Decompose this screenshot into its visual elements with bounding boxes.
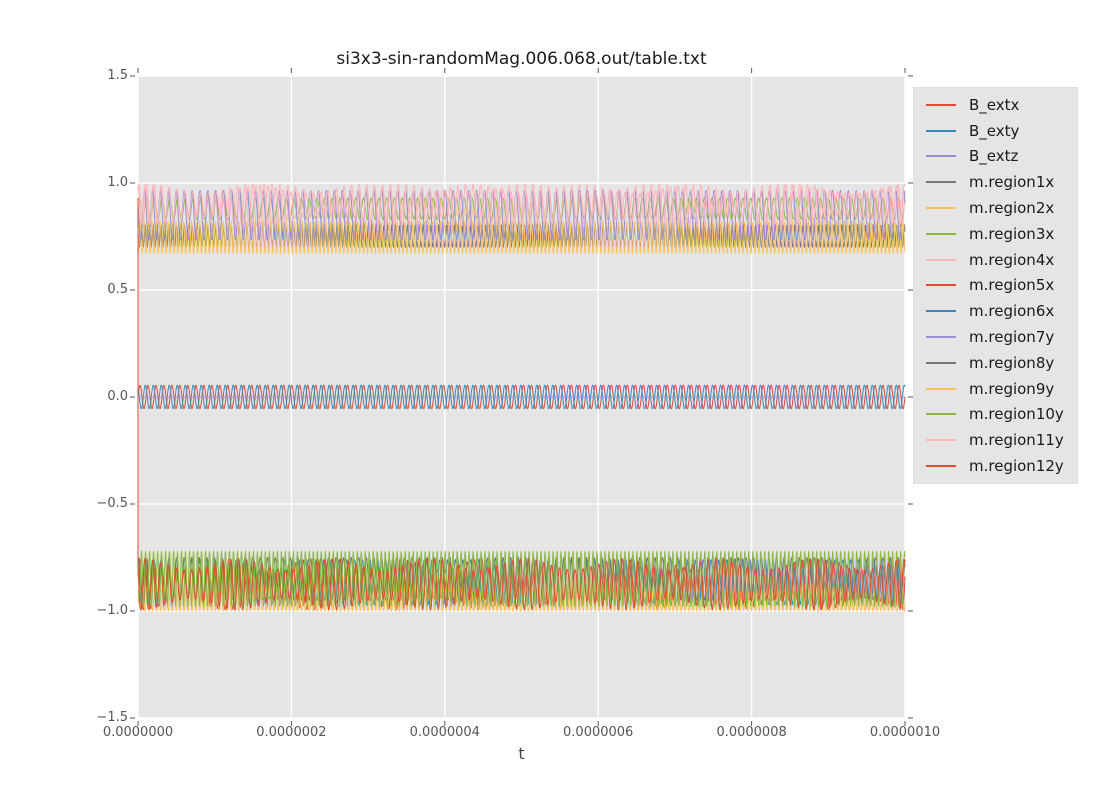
legend-item-b-extz: B_extz — [926, 147, 1077, 165]
series-line-m-region2x — [137, 221, 906, 255]
legend: B_extx B_exty B_extz m.region1x m.region2x m.… — [913, 87, 1078, 484]
legend-label: m.region7y — [969, 328, 1055, 347]
legend-label: m.region12y — [969, 457, 1064, 476]
legend-item-m-region10y: m.region10y — [926, 405, 1077, 423]
legend-line-swatch — [926, 310, 956, 313]
legend-label: m.region9y — [969, 379, 1055, 398]
legend-label: m.region1x — [969, 173, 1055, 192]
legend-line-swatch — [926, 129, 956, 132]
legend-item-m-region6x: m.region6x — [926, 302, 1077, 320]
legend-label: B_extx — [969, 95, 1020, 114]
legend-item-m-region7y: m.region7y — [926, 328, 1077, 346]
legend-item-m-region5x: m.region5x — [926, 276, 1077, 294]
legend-line-swatch — [926, 103, 956, 106]
legend-item-m-region1x: m.region1x — [926, 173, 1077, 191]
y-tick-label: 1.0 — [107, 175, 128, 190]
legend-line-swatch — [926, 413, 956, 416]
legend-item-m-region2x: m.region2x — [926, 199, 1077, 217]
y-tick-label: 0.5 — [107, 282, 128, 297]
legend-item-m-region9y: m.region9y — [926, 380, 1077, 398]
legend-label: m.region10y — [969, 405, 1064, 424]
x-axis-label: t — [518, 744, 525, 763]
x-tick-label: 0.0000010 — [869, 725, 941, 740]
legend-item-b-extx: B_extx — [926, 96, 1077, 114]
legend-item-m-region8y: m.region8y — [926, 354, 1077, 372]
legend-line-swatch — [926, 232, 956, 235]
legend-line-swatch — [926, 258, 956, 261]
legend-line-swatch — [926, 465, 956, 468]
legend-item-m-region3x: m.region3x — [926, 225, 1077, 243]
legend-label: m.region5x — [969, 276, 1055, 295]
legend-label: B_extz — [969, 147, 1019, 166]
legend-item-m-region12y: m.region12y — [926, 457, 1077, 475]
x-tick-label: 0.0000008 — [716, 725, 787, 740]
series-line-m-region9y — [137, 584, 906, 612]
legend-label: m.region11y — [969, 431, 1064, 450]
x-tick-label: 0.0000000 — [102, 725, 174, 740]
y-tick-label: −1.0 — [96, 603, 128, 618]
legend-line-swatch — [926, 155, 956, 158]
y-tick-label: −1.5 — [96, 710, 128, 725]
chart-title: si3x3-sin-randomMag.006.068.out/table.tx… — [336, 49, 707, 69]
legend-line-swatch — [926, 336, 956, 339]
legend-label: m.region4x — [969, 250, 1055, 269]
legend-line-swatch — [926, 284, 956, 287]
legend-label: m.region8y — [969, 353, 1055, 372]
legend-line-swatch — [926, 361, 956, 364]
legend-item-b-exty: B_exty — [926, 122, 1077, 140]
x-tick-label: 0.0000006 — [563, 725, 634, 740]
y-tick-label: 1.5 — [107, 68, 128, 83]
legend-label: B_exty — [969, 121, 1020, 140]
legend-item-m-region11y: m.region11y — [926, 431, 1077, 449]
legend-line-swatch — [926, 207, 956, 210]
legend-line-swatch — [926, 181, 956, 184]
legend-item-m-region4x: m.region4x — [926, 251, 1077, 269]
legend-line-swatch — [926, 387, 956, 390]
legend-line-swatch — [926, 439, 956, 442]
legend-label: m.region6x — [969, 302, 1055, 321]
series-line-b-exty — [137, 384, 906, 410]
x-tick-label: 0.0000002 — [256, 725, 327, 740]
legend-label: m.region3x — [969, 224, 1055, 243]
y-tick-label: 0.0 — [107, 389, 128, 404]
series-line-m-region10y — [137, 550, 906, 608]
y-tick-label: −0.5 — [96, 496, 128, 511]
x-tick-label: 0.0000004 — [409, 725, 480, 740]
legend-label: m.region2x — [969, 199, 1055, 218]
series-line-m-region12y — [137, 198, 906, 611]
series-line-m-region11y — [137, 183, 906, 226]
